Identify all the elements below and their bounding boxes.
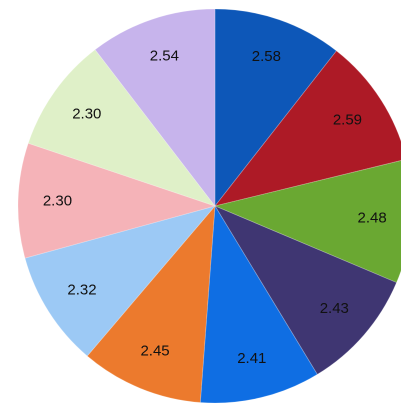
pie-data-label-2: 2.59 [333, 112, 362, 129]
pie-data-label-9: 2.30 [72, 105, 101, 122]
pie-data-label-5: 2.41 [237, 350, 266, 367]
pie-data-label-1: 2.58 [252, 48, 281, 65]
pie-data-label-8: 2.30 [43, 193, 72, 210]
pie-slice-2 [213, 50, 401, 207]
pie-data-label-7: 2.32 [67, 282, 96, 299]
pie-slice-10 [94, 8, 216, 208]
pie-slice-5 [199, 204, 318, 404]
pie-data-label-3: 2.48 [357, 210, 386, 227]
pie-slice-7 [24, 205, 217, 357]
pie-slices [17, 8, 401, 404]
pie-slice-9 [27, 49, 217, 207]
pie-data-label-6: 2.45 [140, 343, 169, 360]
pie-slice-3 [213, 160, 401, 284]
pie-data-labels: 2.58 2.59 2.48 2.43 2.41 2.45 2.32 2.30 2.30 2.54 [43, 48, 387, 368]
pie-slice-6 [86, 204, 216, 403]
pie-slice-4 [214, 205, 398, 375]
pie-data-label-10: 2.54 [150, 48, 179, 65]
pie-data-label-4: 2.43 [320, 300, 349, 317]
pie-slice-1 [214, 8, 338, 208]
pie-slice-8 [17, 142, 217, 259]
